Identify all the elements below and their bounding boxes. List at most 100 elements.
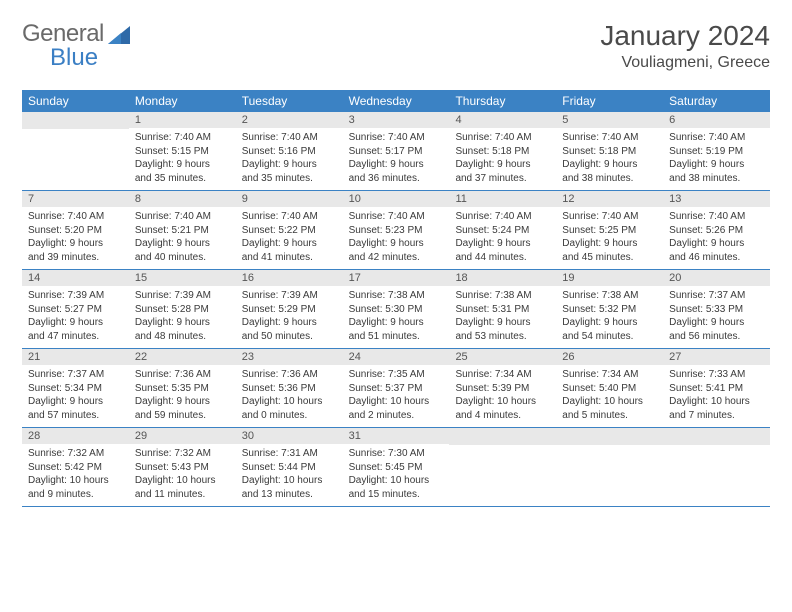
day-number: 27 (663, 349, 770, 365)
daylight-text-1: Daylight: 10 hours (669, 395, 764, 409)
sunrise-text: Sunrise: 7:38 AM (349, 289, 444, 303)
day-details: Sunrise: 7:40 AMSunset: 5:25 PMDaylight:… (556, 207, 663, 268)
weekday-header-row: SundayMondayTuesdayWednesdayThursdayFrid… (22, 90, 770, 112)
day-cell: 8Sunrise: 7:40 AMSunset: 5:21 PMDaylight… (129, 191, 236, 269)
location-label: Vouliagmeni, Greece (600, 54, 770, 72)
sunset-text: Sunset: 5:17 PM (349, 145, 444, 159)
day-details: Sunrise: 7:33 AMSunset: 5:41 PMDaylight:… (663, 365, 770, 426)
day-details: Sunrise: 7:39 AMSunset: 5:29 PMDaylight:… (236, 286, 343, 347)
daylight-text-1: Daylight: 9 hours (669, 158, 764, 172)
day-cell: 27Sunrise: 7:33 AMSunset: 5:41 PMDayligh… (663, 349, 770, 427)
sunset-text: Sunset: 5:29 PM (242, 303, 337, 317)
sunset-text: Sunset: 5:33 PM (669, 303, 764, 317)
daylight-text-2: and 48 minutes. (135, 330, 230, 344)
day-details: Sunrise: 7:40 AMSunset: 5:22 PMDaylight:… (236, 207, 343, 268)
week-row: 14Sunrise: 7:39 AMSunset: 5:27 PMDayligh… (22, 270, 770, 349)
day-number: 14 (22, 270, 129, 286)
day-number: 5 (556, 112, 663, 128)
daylight-text-1: Daylight: 10 hours (242, 474, 337, 488)
day-number: 1 (129, 112, 236, 128)
daylight-text-2: and 45 minutes. (562, 251, 657, 265)
sunrise-text: Sunrise: 7:36 AM (135, 368, 230, 382)
day-details: Sunrise: 7:34 AMSunset: 5:39 PMDaylight:… (449, 365, 556, 426)
daylight-text-1: Daylight: 10 hours (28, 474, 123, 488)
daylight-text-1: Daylight: 9 hours (455, 316, 550, 330)
sunset-text: Sunset: 5:23 PM (349, 224, 444, 238)
month-title: January 2024 (600, 20, 770, 52)
day-cell: 25Sunrise: 7:34 AMSunset: 5:39 PMDayligh… (449, 349, 556, 427)
daylight-text-2: and 53 minutes. (455, 330, 550, 344)
daylight-text-1: Daylight: 10 hours (349, 395, 444, 409)
sunrise-text: Sunrise: 7:40 AM (562, 131, 657, 145)
sunrise-text: Sunrise: 7:40 AM (135, 131, 230, 145)
sunrise-text: Sunrise: 7:40 AM (349, 131, 444, 145)
day-cell (556, 428, 663, 506)
week-row: 1Sunrise: 7:40 AMSunset: 5:15 PMDaylight… (22, 112, 770, 191)
day-number: 17 (343, 270, 450, 286)
sunrise-text: Sunrise: 7:33 AM (669, 368, 764, 382)
sunset-text: Sunset: 5:43 PM (135, 461, 230, 475)
sunset-text: Sunset: 5:27 PM (28, 303, 123, 317)
day-details: Sunrise: 7:34 AMSunset: 5:40 PMDaylight:… (556, 365, 663, 426)
daylight-text-1: Daylight: 9 hours (135, 316, 230, 330)
weekday-header-cell: Saturday (663, 90, 770, 112)
daylight-text-1: Daylight: 9 hours (455, 237, 550, 251)
sunset-text: Sunset: 5:25 PM (562, 224, 657, 238)
daylight-text-2: and 51 minutes. (349, 330, 444, 344)
daylight-text-2: and 39 minutes. (28, 251, 123, 265)
daylight-text-2: and 0 minutes. (242, 409, 337, 423)
sunrise-text: Sunrise: 7:40 AM (28, 210, 123, 224)
daylight-text-1: Daylight: 9 hours (349, 237, 444, 251)
day-number: 2 (236, 112, 343, 128)
daylight-text-1: Daylight: 9 hours (669, 237, 764, 251)
sunrise-text: Sunrise: 7:40 AM (669, 210, 764, 224)
day-number: 26 (556, 349, 663, 365)
daylight-text-2: and 35 minutes. (242, 172, 337, 186)
daylight-text-1: Daylight: 9 hours (669, 316, 764, 330)
day-cell: 5Sunrise: 7:40 AMSunset: 5:18 PMDaylight… (556, 112, 663, 190)
day-number: 4 (449, 112, 556, 128)
daylight-text-1: Daylight: 10 hours (455, 395, 550, 409)
sunset-text: Sunset: 5:19 PM (669, 145, 764, 159)
weekday-header-cell: Wednesday (343, 90, 450, 112)
daylight-text-2: and 47 minutes. (28, 330, 123, 344)
daylight-text-2: and 38 minutes. (669, 172, 764, 186)
day-number: 3 (343, 112, 450, 128)
day-details: Sunrise: 7:38 AMSunset: 5:32 PMDaylight:… (556, 286, 663, 347)
day-number: 31 (343, 428, 450, 444)
sunset-text: Sunset: 5:30 PM (349, 303, 444, 317)
sunrise-text: Sunrise: 7:37 AM (669, 289, 764, 303)
sunset-text: Sunset: 5:31 PM (455, 303, 550, 317)
sunset-text: Sunset: 5:37 PM (349, 382, 444, 396)
daylight-text-1: Daylight: 9 hours (349, 158, 444, 172)
sunrise-text: Sunrise: 7:39 AM (135, 289, 230, 303)
daylight-text-2: and 38 minutes. (562, 172, 657, 186)
day-details: Sunrise: 7:40 AMSunset: 5:16 PMDaylight:… (236, 128, 343, 189)
sunrise-text: Sunrise: 7:34 AM (562, 368, 657, 382)
day-cell: 16Sunrise: 7:39 AMSunset: 5:29 PMDayligh… (236, 270, 343, 348)
daylight-text-2: and 13 minutes. (242, 488, 337, 502)
empty-day-bar (556, 428, 663, 445)
day-cell: 29Sunrise: 7:32 AMSunset: 5:43 PMDayligh… (129, 428, 236, 506)
day-cell: 1Sunrise: 7:40 AMSunset: 5:15 PMDaylight… (129, 112, 236, 190)
page-header: General January 2024 Vouliagmeni, Greece (22, 20, 770, 72)
weekday-header-cell: Thursday (449, 90, 556, 112)
day-number: 25 (449, 349, 556, 365)
sunrise-text: Sunrise: 7:38 AM (562, 289, 657, 303)
daylight-text-1: Daylight: 9 hours (135, 395, 230, 409)
sunrise-text: Sunrise: 7:32 AM (135, 447, 230, 461)
daylight-text-2: and 15 minutes. (349, 488, 444, 502)
sunset-text: Sunset: 5:20 PM (28, 224, 123, 238)
day-details: Sunrise: 7:36 AMSunset: 5:35 PMDaylight:… (129, 365, 236, 426)
day-number: 28 (22, 428, 129, 444)
daylight-text-1: Daylight: 9 hours (242, 237, 337, 251)
day-details: Sunrise: 7:36 AMSunset: 5:36 PMDaylight:… (236, 365, 343, 426)
day-number: 11 (449, 191, 556, 207)
day-details: Sunrise: 7:39 AMSunset: 5:28 PMDaylight:… (129, 286, 236, 347)
sunrise-text: Sunrise: 7:36 AM (242, 368, 337, 382)
day-number: 19 (556, 270, 663, 286)
logo-text-blue: Blue (50, 44, 98, 72)
day-cell: 14Sunrise: 7:39 AMSunset: 5:27 PMDayligh… (22, 270, 129, 348)
sunrise-text: Sunrise: 7:40 AM (455, 131, 550, 145)
daylight-text-1: Daylight: 9 hours (28, 316, 123, 330)
